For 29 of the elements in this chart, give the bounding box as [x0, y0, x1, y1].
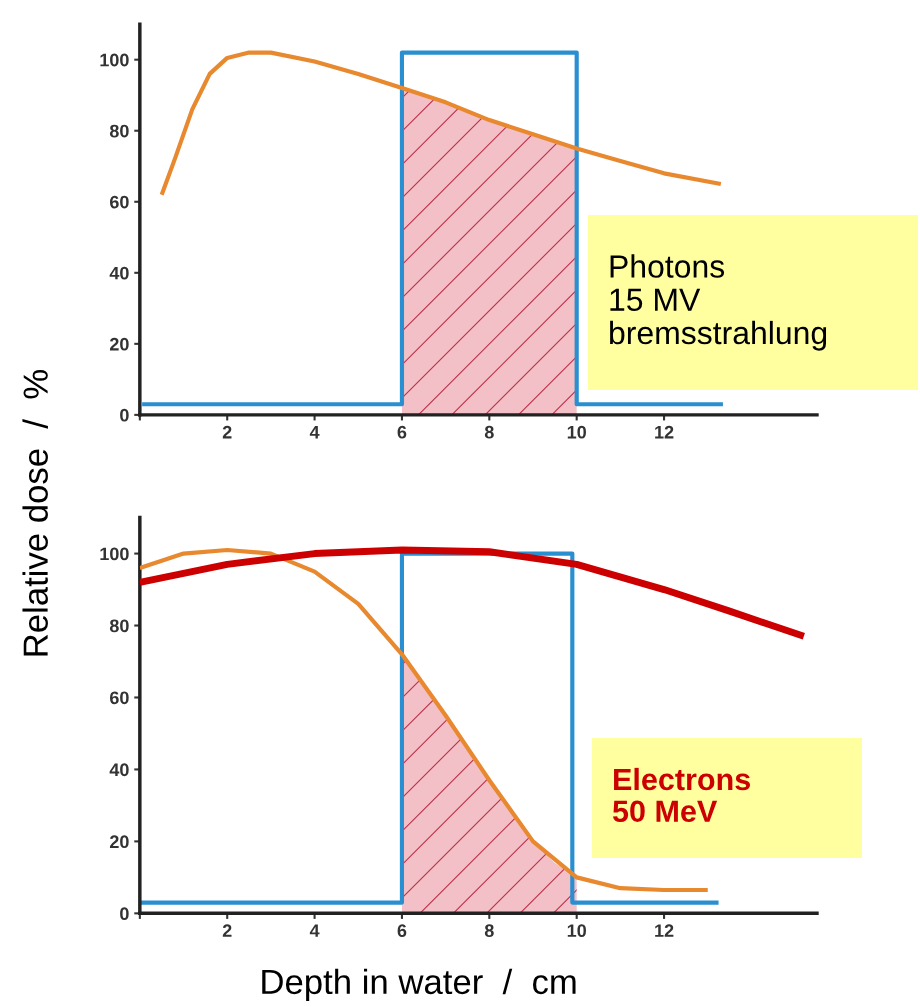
- y-tick-label: 60: [110, 691, 129, 705]
- x-tick-label: 8: [484, 425, 494, 439]
- y-tick-label: 20: [109, 337, 129, 351]
- y-tick-label: 40: [109, 763, 129, 777]
- x-tick-label: 2: [222, 425, 232, 439]
- x-tick-label: 10: [567, 425, 586, 439]
- y-tick-label: 20: [109, 835, 129, 849]
- x-tick-label: 2: [222, 924, 232, 937]
- line-series: [159, 50, 723, 197]
- annotation: Photons 15 MV bremsstrahlung: [610, 254, 827, 351]
- y-tick-label: 100: [100, 53, 129, 67]
- y-tick-label: 100: [100, 547, 129, 561]
- y-tick-label: 0: [120, 408, 129, 422]
- x-tick-label: 8: [484, 924, 494, 938]
- y-tick-label: 40: [109, 266, 129, 280]
- x-tick-label: 6: [397, 425, 407, 439]
- x-tick-label: 12: [655, 924, 674, 937]
- y-axis-title: Relative dose / %: [22, 370, 48, 656]
- y-tick-label: 60: [110, 195, 129, 209]
- x-tick-label: 12: [655, 425, 674, 439]
- x-tick-label: 4: [309, 924, 320, 937]
- x-tick-label: 4: [309, 425, 320, 439]
- x-axis-title: Depth in water / cm: [262, 968, 576, 1002]
- y-tick-label: 80: [109, 619, 129, 633]
- y-tick-label: 0: [120, 907, 129, 921]
- y-tick-label: 80: [109, 124, 129, 138]
- x-tick-label: 6: [397, 924, 407, 938]
- annotation: Electrons 50 MeV: [612, 767, 750, 823]
- x-tick-label: 10: [567, 924, 586, 938]
